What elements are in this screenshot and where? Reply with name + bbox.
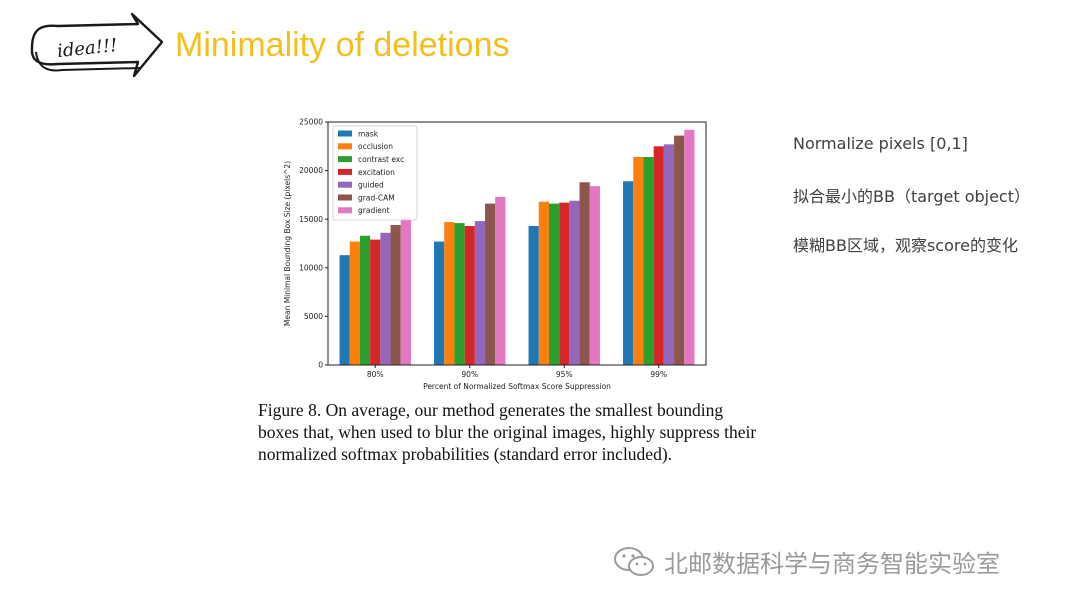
bar-contrast-exc-2 <box>548 203 560 365</box>
bar-grad-cam-1 <box>485 203 496 365</box>
bar-gradient-2 <box>589 186 600 365</box>
bar-contrast-exc-0 <box>359 235 371 365</box>
bar-contrast-exc-3 <box>643 156 654 365</box>
note-blur-bb: 模糊BB区域，观察score的变化 <box>793 236 1018 255</box>
chart-legend: mask occlusion contrast exc excitation guide… <box>332 125 418 221</box>
bar-occlusion-1 <box>444 222 455 365</box>
bar-occlusion-2 <box>538 201 549 365</box>
legend-label: mask <box>358 129 379 138</box>
bar-gradient-3 <box>684 129 695 365</box>
x-tick-label: 99% <box>650 370 667 379</box>
bar-guided-3 <box>663 144 675 365</box>
legend-swatch <box>338 194 352 201</box>
y-tick-label: 25000 <box>299 118 323 127</box>
watermark-text: 北邮数据科学与商务智能实验室 <box>664 550 1000 578</box>
bar-mask-0 <box>339 255 350 365</box>
slide-title: Minimality of deletions <box>175 26 510 64</box>
legend-label: excitation <box>358 168 395 177</box>
y-tick-label: 10000 <box>299 263 323 272</box>
note-normalize: Normalize pixels [0,1] <box>793 134 968 153</box>
y-tick-label: 20000 <box>299 166 323 175</box>
x-tick-label: 90% <box>461 370 478 379</box>
bar-chart: 0 5000 10000 15000 20000 25000 80% 90% 95% 99% Me… <box>278 112 718 398</box>
legend-label: occlusion <box>358 142 393 151</box>
bar-guided-0 <box>380 232 391 365</box>
legend-swatch <box>338 207 352 214</box>
legend-swatch <box>338 181 352 188</box>
y-tick-label: 15000 <box>299 215 323 224</box>
wechat-icon <box>614 547 654 576</box>
bar-grad-cam-3 <box>674 135 685 365</box>
y-axis-label: Mean Minimal Bounding Box Size (pixels^2… <box>283 161 292 326</box>
x-tick-label: 80% <box>367 370 384 379</box>
bar-mask-2 <box>528 226 539 365</box>
y-tick-label: 0 <box>318 361 323 370</box>
bar-grad-cam-0 <box>390 225 401 365</box>
legend-label: contrast exc <box>358 155 404 164</box>
bar-occlusion-3 <box>633 156 644 365</box>
x-axis-label: Percent of Normalized Softmax Score Supp… <box>423 382 611 391</box>
legend-box <box>332 125 418 221</box>
bar-occlusion-0 <box>349 241 360 365</box>
bar-grad-cam-2 <box>579 182 590 365</box>
bar-mask-3 <box>623 181 634 365</box>
bar-gradient-1 <box>495 196 506 365</box>
bar-excitation-3 <box>653 146 664 365</box>
bar-excitation-0 <box>370 239 381 365</box>
bar-excitation-1 <box>464 226 475 365</box>
legend-label: guided <box>358 181 384 190</box>
legend-label: grad-CAM <box>358 193 395 202</box>
bar-excitation-2 <box>559 202 570 365</box>
x-tick-label: 95% <box>556 370 573 379</box>
legend-swatch <box>338 156 352 163</box>
bar-guided-1 <box>474 221 486 365</box>
legend-swatch <box>338 143 352 150</box>
bar-guided-2 <box>569 200 580 365</box>
y-tick-label: 5000 <box>304 312 323 321</box>
legend-swatch <box>338 130 352 137</box>
bar-contrast-exc-1 <box>454 223 465 365</box>
bar-gradient-0 <box>400 217 411 365</box>
bar-mask-1 <box>434 241 445 365</box>
idea-arrow-icon <box>30 12 164 78</box>
note-fit-bb: 拟合最小的BB（target object） <box>793 187 1030 206</box>
legend-label: gradient <box>358 206 390 215</box>
legend-swatch <box>338 168 352 175</box>
figure-caption: Figure 8. On average, our method generat… <box>258 400 757 464</box>
